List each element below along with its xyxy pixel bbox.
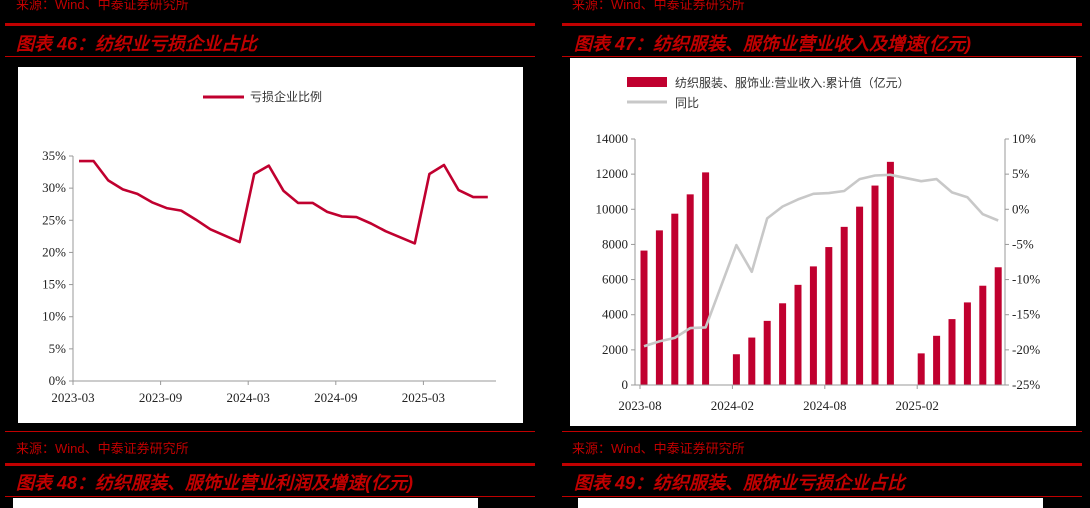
divider-bottom-left-b	[5, 463, 535, 466]
svg-text:20%: 20%	[42, 244, 66, 259]
revenue-bar	[886, 161, 894, 385]
y-axis	[69, 155, 74, 382]
revenue-bar	[809, 266, 817, 385]
svg-text:2023-08: 2023-08	[618, 398, 661, 413]
svg-text:25%: 25%	[42, 212, 66, 227]
svg-text:0%: 0%	[49, 373, 67, 388]
revenue-bar	[871, 185, 879, 385]
chart-panel-48-top-edge	[13, 498, 478, 508]
svg-text:-5%: -5%	[1012, 236, 1034, 251]
svg-text:10000: 10000	[596, 201, 629, 216]
figure-title-47: 图表 47：纺织服装、服饰业营业收入及增速(亿元)	[574, 34, 972, 54]
svg-text:-20%: -20%	[1012, 342, 1040, 357]
divider-bottom-right-a	[562, 431, 1082, 432]
svg-text:0%: 0%	[1012, 201, 1030, 216]
x-axis	[72, 380, 496, 385]
svg-text:2024-08: 2024-08	[803, 398, 846, 413]
revenue-bar	[994, 267, 1002, 385]
source-note-bottom-left: 来源：Wind、中泰证券研究所	[16, 441, 189, 456]
divider-bottom-left-a	[5, 431, 535, 432]
svg-text:6000: 6000	[602, 272, 628, 287]
figure-title-49: 图表 49：纺织服装、服饰业亏损企业占比	[574, 473, 906, 493]
revenue-bar	[856, 206, 864, 385]
yoy-line	[643, 173, 999, 348]
svg-text:-10%: -10%	[1012, 272, 1040, 287]
right-y-tick-labels: -25% -20% -15% -10% -5% 0% 5% 10%	[1012, 131, 1040, 392]
divider-bottom-left-c	[5, 496, 535, 497]
line-chart-46: 亏损企业比例 0%5%10%15%20%25%30%35% 2023-03 202…	[42, 89, 496, 405]
svg-text:2024-02: 2024-02	[711, 398, 754, 413]
svg-text:0: 0	[622, 377, 629, 392]
chart-panel-46: 亏损企业比例 0% 5% 10% 15% 20% 25% 30% 35% 2023-03 202…	[18, 67, 523, 423]
source-note-top-left: 来源：Wind、中泰证券研究所	[16, 0, 189, 12]
revenue-bar	[655, 230, 663, 385]
svg-text:-15%: -15%	[1012, 307, 1040, 322]
divider-top-left	[5, 23, 535, 26]
chart-panel-49-top-edge	[578, 498, 1043, 508]
revenue-bar	[963, 302, 971, 385]
legend-bar-swatch	[627, 77, 667, 87]
revenue-bar	[732, 354, 740, 385]
revenue-bar	[825, 247, 833, 385]
svg-text:2023-09: 2023-09	[139, 390, 182, 405]
svg-text:10%: 10%	[1012, 131, 1036, 146]
legend-label-loss-ratio: 亏损企业比例	[250, 89, 322, 104]
svg-text:5%: 5%	[49, 341, 67, 356]
svg-text:2024-03: 2024-03	[227, 390, 270, 405]
svg-text:4000: 4000	[602, 307, 628, 322]
source-note-bottom-right: 来源：Wind、中泰证券研究所	[572, 441, 745, 456]
x-tick-labels: 2023-03 2023-09 2024-03 2024-09 2025-03	[51, 390, 445, 405]
revenue-bar	[794, 284, 802, 385]
bar-line-chart-47: 纺织服装、服饰业:营业收入:累计值（亿元） 同比 0 2000 4000 6000 80…	[596, 75, 1041, 413]
revenue-bars	[640, 161, 1002, 385]
legend-label-revenue: 纺织服装、服饰业:营业收入:累计值（亿元）	[675, 75, 910, 90]
figure-title-46: 图表 46：纺织业亏损企业占比	[16, 34, 258, 54]
divider-top-right	[562, 23, 1082, 26]
loss-ratio-line	[79, 159, 488, 245]
svg-text:-25%: -25%	[1012, 377, 1040, 392]
revenue-bar	[948, 319, 956, 385]
revenue-bar	[671, 213, 679, 385]
revenue-bar	[763, 320, 771, 385]
svg-text:14000: 14000	[596, 131, 629, 146]
revenue-bar	[748, 337, 756, 385]
svg-text:5%: 5%	[1012, 166, 1030, 181]
y-tick-labels: 0% 5% 10% 15% 20% 25% 30% 35%	[42, 148, 66, 388]
chart-panel-47: 纺织服装、服饰业:营业收入:累计值（亿元） 同比 0 2000 4000 6000 80…	[570, 58, 1076, 426]
left-y-tick-labels: 0 2000 4000 6000 8000 10000 12000 14000	[596, 131, 629, 392]
svg-text:2024-09: 2024-09	[314, 390, 357, 405]
axes	[631, 138, 1009, 389]
revenue-bar	[779, 303, 787, 385]
svg-text:12000: 12000	[596, 166, 629, 181]
svg-text:35%: 35%	[42, 148, 66, 163]
svg-text:2023-03: 2023-03	[51, 390, 94, 405]
divider-bottom-right-c	[562, 496, 1082, 497]
x-tick-labels: 2023-08 2024-02 2024-08 2025-02	[618, 398, 939, 413]
divider-right-under-title	[562, 56, 1082, 57]
svg-text:10%: 10%	[42, 309, 66, 324]
svg-text:2000: 2000	[602, 342, 628, 357]
source-note-top-right: 来源：Wind、中泰证券研究所	[572, 0, 745, 12]
divider-bottom-right-b	[562, 463, 1082, 466]
divider-left-under-title	[5, 56, 535, 57]
revenue-bar	[840, 226, 848, 385]
revenue-bar	[640, 250, 648, 385]
svg-text:8000: 8000	[602, 236, 628, 251]
svg-text:30%: 30%	[42, 180, 66, 195]
legend-label-yoy: 同比	[675, 96, 699, 110]
revenue-bar	[933, 335, 941, 385]
svg-text:2025-02: 2025-02	[896, 398, 939, 413]
revenue-bar	[702, 172, 710, 385]
revenue-bar	[686, 194, 694, 385]
svg-text:2025-03: 2025-03	[402, 390, 445, 405]
revenue-bar	[979, 285, 987, 385]
svg-text:15%: 15%	[42, 277, 66, 292]
revenue-bar	[917, 353, 925, 385]
figure-title-48: 图表 48：纺织服装、服饰业营业利润及增速(亿元)	[16, 473, 414, 493]
